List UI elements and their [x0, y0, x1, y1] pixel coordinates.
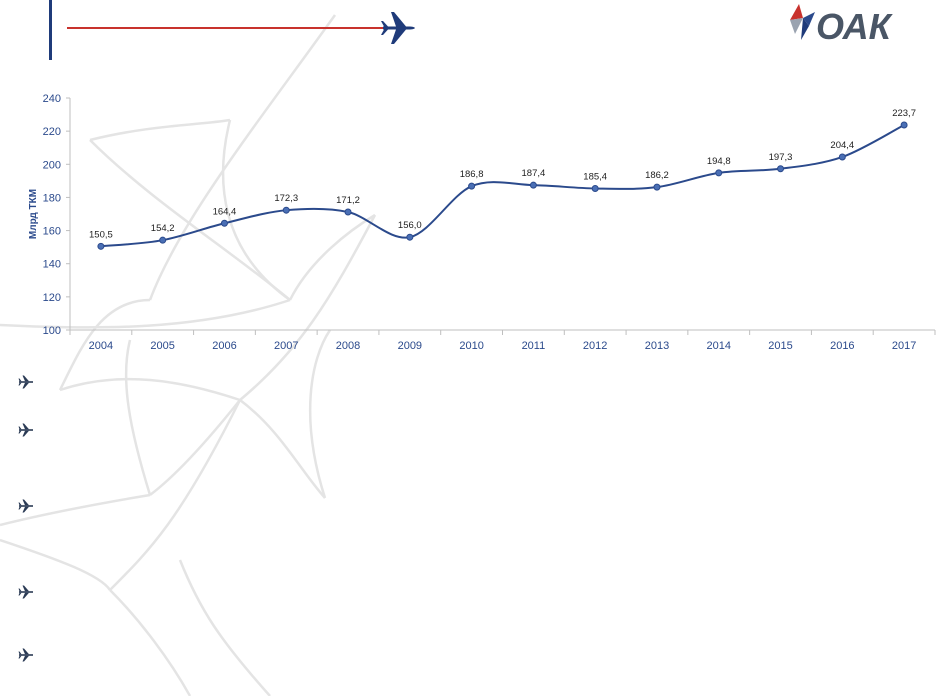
plane-icon — [381, 12, 415, 44]
data-point — [468, 182, 476, 190]
data-point — [406, 233, 414, 241]
data-label: 197,3 — [769, 152, 793, 163]
logo-text: ОАК — [816, 6, 894, 44]
x-tick-label: 2004 — [89, 340, 113, 352]
data-label: 156,0 — [398, 220, 422, 231]
line-chart: 100 120 140 160 180 200 220 240 2004 2005 2006 200… — [28, 93, 936, 352]
x-tick-label: 2011 — [522, 340, 546, 352]
y-tick-label: 220 — [43, 126, 61, 138]
bullet-plane-icon — [18, 374, 34, 390]
data-point — [838, 153, 846, 161]
x-tick-label: 2013 — [645, 340, 669, 352]
data-point — [900, 121, 908, 129]
y-tick-label: 160 — [43, 226, 61, 238]
y-tick-label: 200 — [43, 159, 61, 171]
header-accent-bar — [49, 0, 52, 60]
x-tick-label: 2006 — [212, 340, 236, 352]
x-tick-label: 2005 — [150, 340, 174, 352]
x-tick-label: 2014 — [707, 340, 731, 352]
x-tick-label: 2012 — [583, 340, 607, 352]
data-label: 194,8 — [707, 156, 731, 167]
data-label: 154,2 — [151, 223, 175, 234]
y-tick-label: 120 — [43, 292, 61, 304]
data-point — [715, 169, 723, 177]
data-point — [344, 208, 352, 216]
data-label: 150,5 — [89, 229, 113, 240]
x-tick-label: 2008 — [336, 340, 360, 352]
data-point — [777, 165, 785, 173]
data-point — [220, 219, 228, 227]
x-tick-label: 2017 — [892, 340, 916, 352]
x-tick-label: 2016 — [830, 340, 854, 352]
data-point — [591, 184, 599, 192]
data-point — [653, 183, 661, 191]
data-label: 186,8 — [460, 169, 484, 180]
y-tick-label: 100 — [43, 325, 61, 337]
data-label: 172,3 — [274, 193, 298, 204]
y-tick-label: 240 — [43, 93, 61, 105]
y-axis-title: Млрд ТКМ — [28, 189, 39, 239]
data-label: 186,2 — [645, 170, 669, 181]
y-tick-label: 180 — [43, 192, 61, 204]
oak-logo: ОАК — [790, 4, 894, 44]
bullet-plane-icon — [18, 498, 34, 514]
x-tick-label: 2009 — [398, 340, 422, 352]
data-label: 187,4 — [522, 168, 546, 179]
data-point — [282, 206, 290, 214]
data-label: 223,7 — [892, 108, 916, 119]
header-red-line — [67, 27, 389, 29]
logo-star-icon — [790, 4, 815, 40]
bullet-plane-icon — [18, 647, 34, 663]
data-label: 204,4 — [830, 140, 854, 151]
x-tick-label: 2015 — [768, 340, 792, 352]
data-label: 185,4 — [583, 171, 607, 182]
data-label: 171,2 — [336, 195, 360, 206]
x-tick-label: 2010 — [459, 340, 483, 352]
data-point — [529, 181, 537, 189]
data-point — [97, 242, 105, 250]
series-line — [100, 124, 905, 248]
data-point — [159, 236, 167, 244]
x-tick-label: 2007 — [274, 340, 298, 352]
bullet-plane-icon — [18, 422, 34, 438]
data-label: 164,4 — [213, 206, 237, 217]
y-tick-label: 140 — [43, 259, 61, 271]
bullet-plane-icon — [18, 584, 34, 600]
